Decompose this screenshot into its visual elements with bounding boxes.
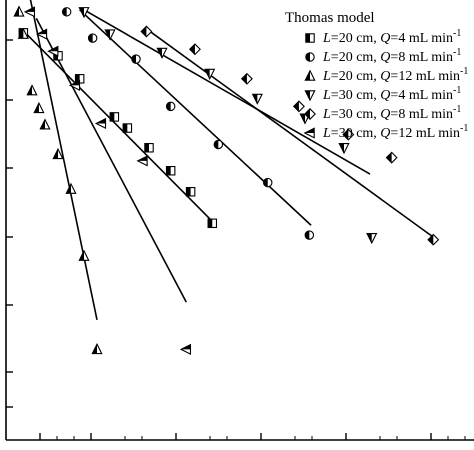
data-point-series-2	[213, 139, 224, 150]
legend-marker-series-2	[305, 52, 315, 62]
data-point-series-1	[165, 165, 176, 176]
fit-line-series-6	[35, 18, 187, 303]
data-point-series-1	[122, 123, 133, 133]
data-point-series-1	[185, 187, 196, 197]
data-points	[13, 5, 440, 355]
data-point-series-6	[179, 343, 192, 355]
data-point-series-5	[240, 72, 253, 85]
legend-label-series-3: L=20 cm, Q=12 mL min-1	[322, 66, 468, 84]
axes	[5, 0, 474, 441]
fit-lines	[22, 0, 436, 320]
legend-label-series-5: L=30 cm, Q=8 mL min-1	[322, 104, 461, 122]
data-point-series-6	[136, 155, 148, 167]
data-point-series-5	[342, 128, 355, 141]
data-point-series-4	[204, 68, 216, 80]
legend: Thomas model L=20 cm, Q=4 mL min-1L=20 c…	[285, 10, 468, 141]
data-point-series-3	[17, 27, 29, 39]
data-point-series-3	[78, 249, 90, 261]
legend-marker-series-6	[303, 127, 315, 139]
data-point-series-2	[61, 7, 72, 17]
data-point-series-1	[207, 218, 218, 229]
legend-marker-series-3	[304, 69, 316, 81]
data-point-series-5	[385, 151, 398, 164]
legend-label-series-2: L=20 cm, Q=8 mL min-1	[322, 47, 461, 65]
data-point-series-5	[292, 100, 305, 113]
data-point-series-2	[165, 101, 176, 112]
data-point-series-6	[23, 6, 36, 18]
fit-line-series-4	[83, 9, 371, 175]
data-point-series-5	[427, 233, 440, 246]
data-point-series-2	[87, 33, 98, 43]
data-point-series-2	[304, 230, 315, 240]
data-point-series-4	[104, 29, 116, 41]
data-point-series-2	[131, 54, 141, 64]
legend-label-series-1: L=20 cm, Q=4 mL min-1	[322, 28, 461, 46]
legend-label-series-4: L=30 cm, Q=4 mL min-1	[322, 85, 461, 103]
fit-line-series-5	[144, 26, 436, 240]
data-point-series-3	[65, 182, 77, 194]
data-point-series-1	[109, 112, 120, 122]
data-point-series-4	[338, 143, 350, 155]
data-point-series-4	[251, 93, 263, 105]
data-point-series-3	[91, 342, 103, 355]
legend-marker-series-4	[304, 90, 316, 102]
data-point-series-6	[68, 79, 81, 91]
data-point-series-6	[94, 117, 107, 130]
fit-line-series-3	[29, 0, 98, 320]
data-point-series-3	[39, 118, 51, 130]
data-point-series-6	[35, 28, 48, 40]
data-point-series-3	[33, 101, 45, 114]
legend-marker-series-5	[304, 108, 316, 120]
data-point-series-6	[47, 45, 59, 57]
data-point-series-2	[262, 177, 273, 188]
data-point-series-4	[78, 7, 90, 19]
data-point-series-3	[26, 84, 38, 96]
data-point-series-4	[156, 47, 168, 59]
data-point-series-3	[52, 147, 64, 160]
data-point-series-4	[366, 232, 378, 245]
legend-label-series-6: L=30 cm, Q=12 mL min-1	[322, 123, 468, 141]
legend-title: Thomas model	[285, 10, 375, 26]
data-point-series-5	[188, 43, 201, 56]
legend-marker-series-1	[305, 33, 315, 43]
fit-line-series-1	[22, 30, 213, 222]
data-point-series-3	[13, 5, 25, 17]
fit-line-series-2	[79, 9, 312, 226]
data-point-series-1	[144, 143, 154, 153]
data-point-series-5	[140, 25, 153, 38]
